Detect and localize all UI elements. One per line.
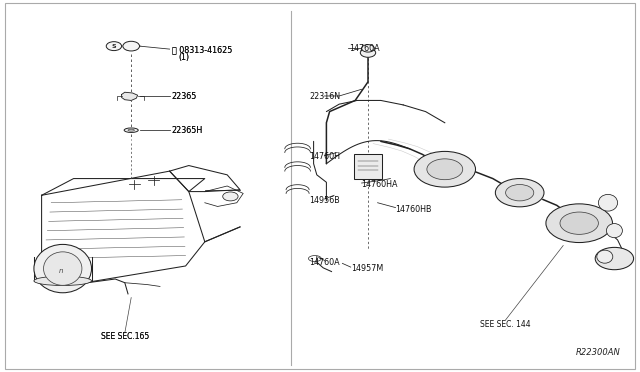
Circle shape [495, 179, 544, 207]
Text: SEE SEC. 144: SEE SEC. 144 [480, 320, 531, 329]
Circle shape [414, 151, 476, 187]
Circle shape [360, 48, 376, 57]
Ellipse shape [128, 129, 134, 131]
Text: SEE SEC.165: SEE SEC.165 [100, 332, 149, 341]
Circle shape [506, 185, 534, 201]
Circle shape [106, 42, 122, 51]
Text: 22365: 22365 [172, 92, 197, 101]
Ellipse shape [34, 244, 92, 293]
Text: 14760HB: 14760HB [396, 205, 432, 214]
Circle shape [546, 204, 612, 243]
Text: 14957M: 14957M [351, 264, 383, 273]
Text: 22365H: 22365H [172, 126, 203, 135]
Circle shape [362, 45, 374, 52]
Text: 22316N: 22316N [309, 92, 340, 101]
Circle shape [560, 212, 598, 234]
Text: 14760H: 14760H [309, 152, 340, 161]
Ellipse shape [596, 250, 613, 263]
Circle shape [595, 247, 634, 270]
Text: R22300AN: R22300AN [576, 348, 621, 357]
Text: 14956B: 14956B [309, 196, 340, 205]
Ellipse shape [598, 194, 618, 211]
Text: 14760HA: 14760HA [362, 180, 398, 189]
Text: 22365H: 22365H [172, 126, 203, 135]
Circle shape [427, 159, 463, 180]
Text: S: S [111, 44, 116, 49]
Ellipse shape [44, 252, 82, 285]
Text: ⓢ 08313-41625: ⓢ 08313-41625 [172, 46, 232, 55]
Text: n: n [58, 268, 63, 274]
Text: (1): (1) [178, 53, 189, 62]
Circle shape [123, 41, 140, 51]
Ellipse shape [607, 224, 623, 238]
Ellipse shape [34, 276, 92, 286]
Text: 22365: 22365 [172, 92, 197, 101]
Text: SEE SEC.165: SEE SEC.165 [100, 332, 149, 341]
Text: 14760A: 14760A [309, 258, 340, 267]
Text: 14760A: 14760A [349, 44, 380, 53]
Text: (1): (1) [178, 53, 189, 62]
Circle shape [223, 192, 238, 201]
FancyBboxPatch shape [354, 154, 382, 179]
Text: ⓢ 08313-41625: ⓢ 08313-41625 [172, 46, 232, 55]
Polygon shape [122, 92, 138, 100]
Ellipse shape [124, 128, 138, 132]
